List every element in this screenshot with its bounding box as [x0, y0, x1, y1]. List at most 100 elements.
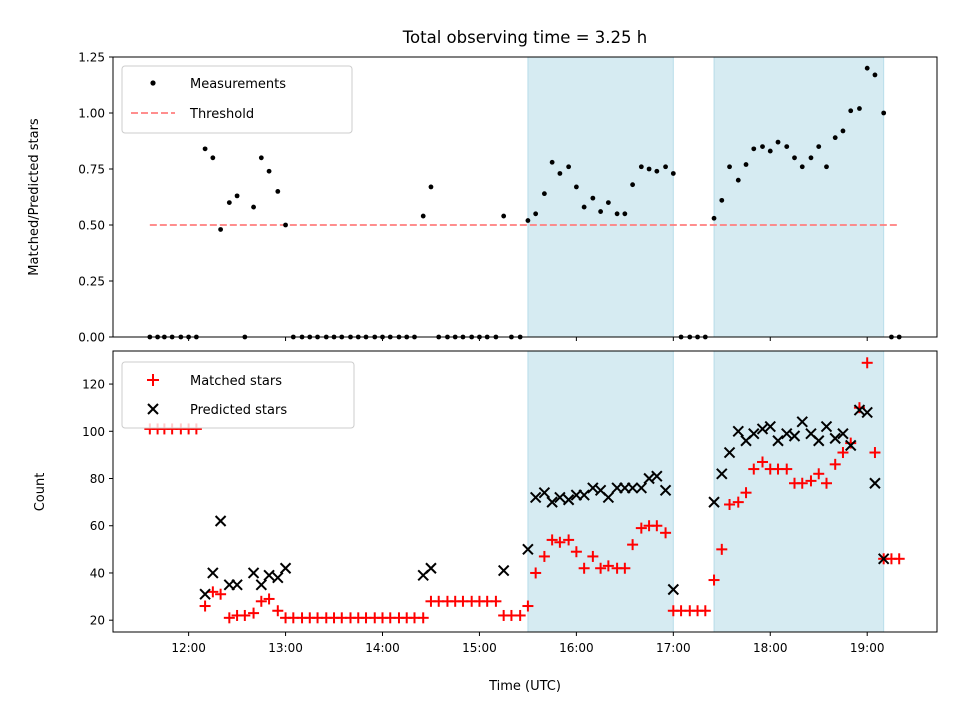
measurement-point: [864, 65, 870, 71]
legend-label-predicted: Predicted stars: [190, 403, 287, 418]
top-y-axis-label: Matched/Predicted stars: [27, 118, 42, 276]
measurement-point: [646, 166, 652, 172]
matched-star-point: [813, 468, 825, 480]
predicted-star-point: [764, 420, 776, 433]
y-tick-label: 100: [82, 425, 105, 439]
measurement-point: [566, 164, 572, 170]
measurement-point: [751, 146, 757, 152]
predicted-star-point: [425, 562, 437, 574]
predicted-star-point: [626, 482, 639, 494]
predicted-star-point: [772, 435, 784, 447]
shaded-interval: [527, 56, 674, 338]
measurement-point: [605, 200, 611, 206]
matched-star-point: [757, 456, 769, 468]
predicted-star-point: [837, 427, 849, 440]
predicted-star-point: [578, 489, 590, 501]
predicted-star-point: [796, 416, 808, 428]
top-y-ticks: 0.00 0.25 0.50 0.75 1.00 1.25: [78, 51, 113, 345]
matched-star-point: [223, 612, 235, 624]
top-legend-box: [121, 65, 353, 134]
predicted-star-point: [272, 571, 284, 584]
measurement-point: [275, 189, 281, 194]
measurement-point: [420, 213, 426, 219]
predicted-star-point: [522, 543, 534, 556]
matched-star-point: [239, 609, 251, 621]
measurement-point: [727, 164, 732, 170]
y-tick-label: 120: [82, 378, 105, 392]
predicted-star-point: [861, 406, 873, 419]
predicted-star-point: [853, 404, 866, 416]
matched-star-point: [207, 586, 219, 598]
measurement-point: [598, 209, 604, 214]
matched-star-point: [708, 574, 720, 586]
predicted-star-point: [587, 482, 599, 494]
measurement-point: [573, 184, 579, 190]
matched-star-point: [563, 534, 575, 546]
matched-star-point: [820, 477, 832, 489]
predicted-star-point: [562, 494, 575, 506]
measurement-point: [775, 139, 781, 145]
measurement-point: [533, 211, 539, 217]
predicted-star-point: [716, 468, 728, 480]
matched-star-point: [522, 600, 534, 612]
matched-star-point: [538, 550, 550, 562]
predicted-star-point: [708, 496, 720, 508]
x-axis-label: Time (UTC): [488, 679, 561, 694]
measurement-point: [767, 148, 773, 154]
matched-star-point: [546, 534, 558, 546]
matched-star-point: [732, 496, 744, 508]
top-x-ticks: [188, 337, 868, 341]
matched-star-point: [837, 447, 849, 459]
predicted-star-point: [820, 420, 833, 433]
matched-star-point: [796, 477, 808, 489]
matched-star-point: [805, 475, 817, 487]
predicted-star-point: [231, 579, 243, 591]
measurement-point: [719, 197, 725, 203]
matched-star-point: [619, 562, 631, 574]
predicted-star-point: [263, 569, 275, 582]
predicted-star-point: [781, 427, 793, 440]
predicted-star-point: [829, 432, 841, 445]
measurement-point: [590, 195, 596, 201]
predicted-star-point: [756, 423, 769, 435]
bottom-y-axis-label: Count: [33, 473, 48, 512]
measurement-point: [654, 168, 660, 174]
measurement-point: [234, 193, 240, 199]
measurement-point: [541, 191, 547, 197]
predicted-star-point: [877, 553, 890, 565]
measurement-point: [501, 213, 507, 219]
x-tick-label: 12:00: [171, 641, 206, 655]
matched-star-point: [635, 522, 647, 534]
matched-star-point: [255, 595, 267, 607]
top-panel: 0.00 0.25 0.50 0.75 1.00 1.25 Matched/Predict…: [27, 51, 938, 345]
matched-star-point: [587, 550, 599, 562]
measurement-point: [210, 155, 216, 161]
matched-star-point: [893, 553, 905, 565]
measurement-point: [581, 204, 587, 210]
matched-star-point: [514, 609, 526, 621]
measurement-point: [784, 144, 790, 150]
predicted-star-point: [788, 430, 801, 442]
bottom-axes-frame: [112, 350, 938, 633]
predicted-star-point: [554, 491, 566, 504]
matched-star-point: [570, 546, 582, 558]
y-tick-label: 0.00: [78, 331, 105, 345]
matched-star-point: [651, 520, 663, 532]
bottom-legend: Matched stars Predicted stars: [121, 361, 355, 429]
matched-star-point: [263, 593, 275, 605]
predicted-star-point: [546, 496, 558, 508]
measurement-point: [760, 144, 765, 150]
predicted-star-point: [723, 446, 736, 459]
matched-star-point: [530, 567, 542, 579]
predicted-star-point: [667, 583, 680, 596]
top-axes-frame: [112, 56, 938, 338]
y-tick-label: 80: [90, 472, 105, 486]
matched-star-point: [829, 458, 841, 470]
measurement-point: [614, 211, 620, 217]
measurement-point: [549, 159, 555, 165]
measurement-point: [799, 164, 805, 170]
measurement-point: [832, 135, 838, 141]
measurement-point: [283, 222, 288, 228]
measurement-point: [202, 146, 208, 152]
predicted-star-point: [255, 579, 268, 591]
